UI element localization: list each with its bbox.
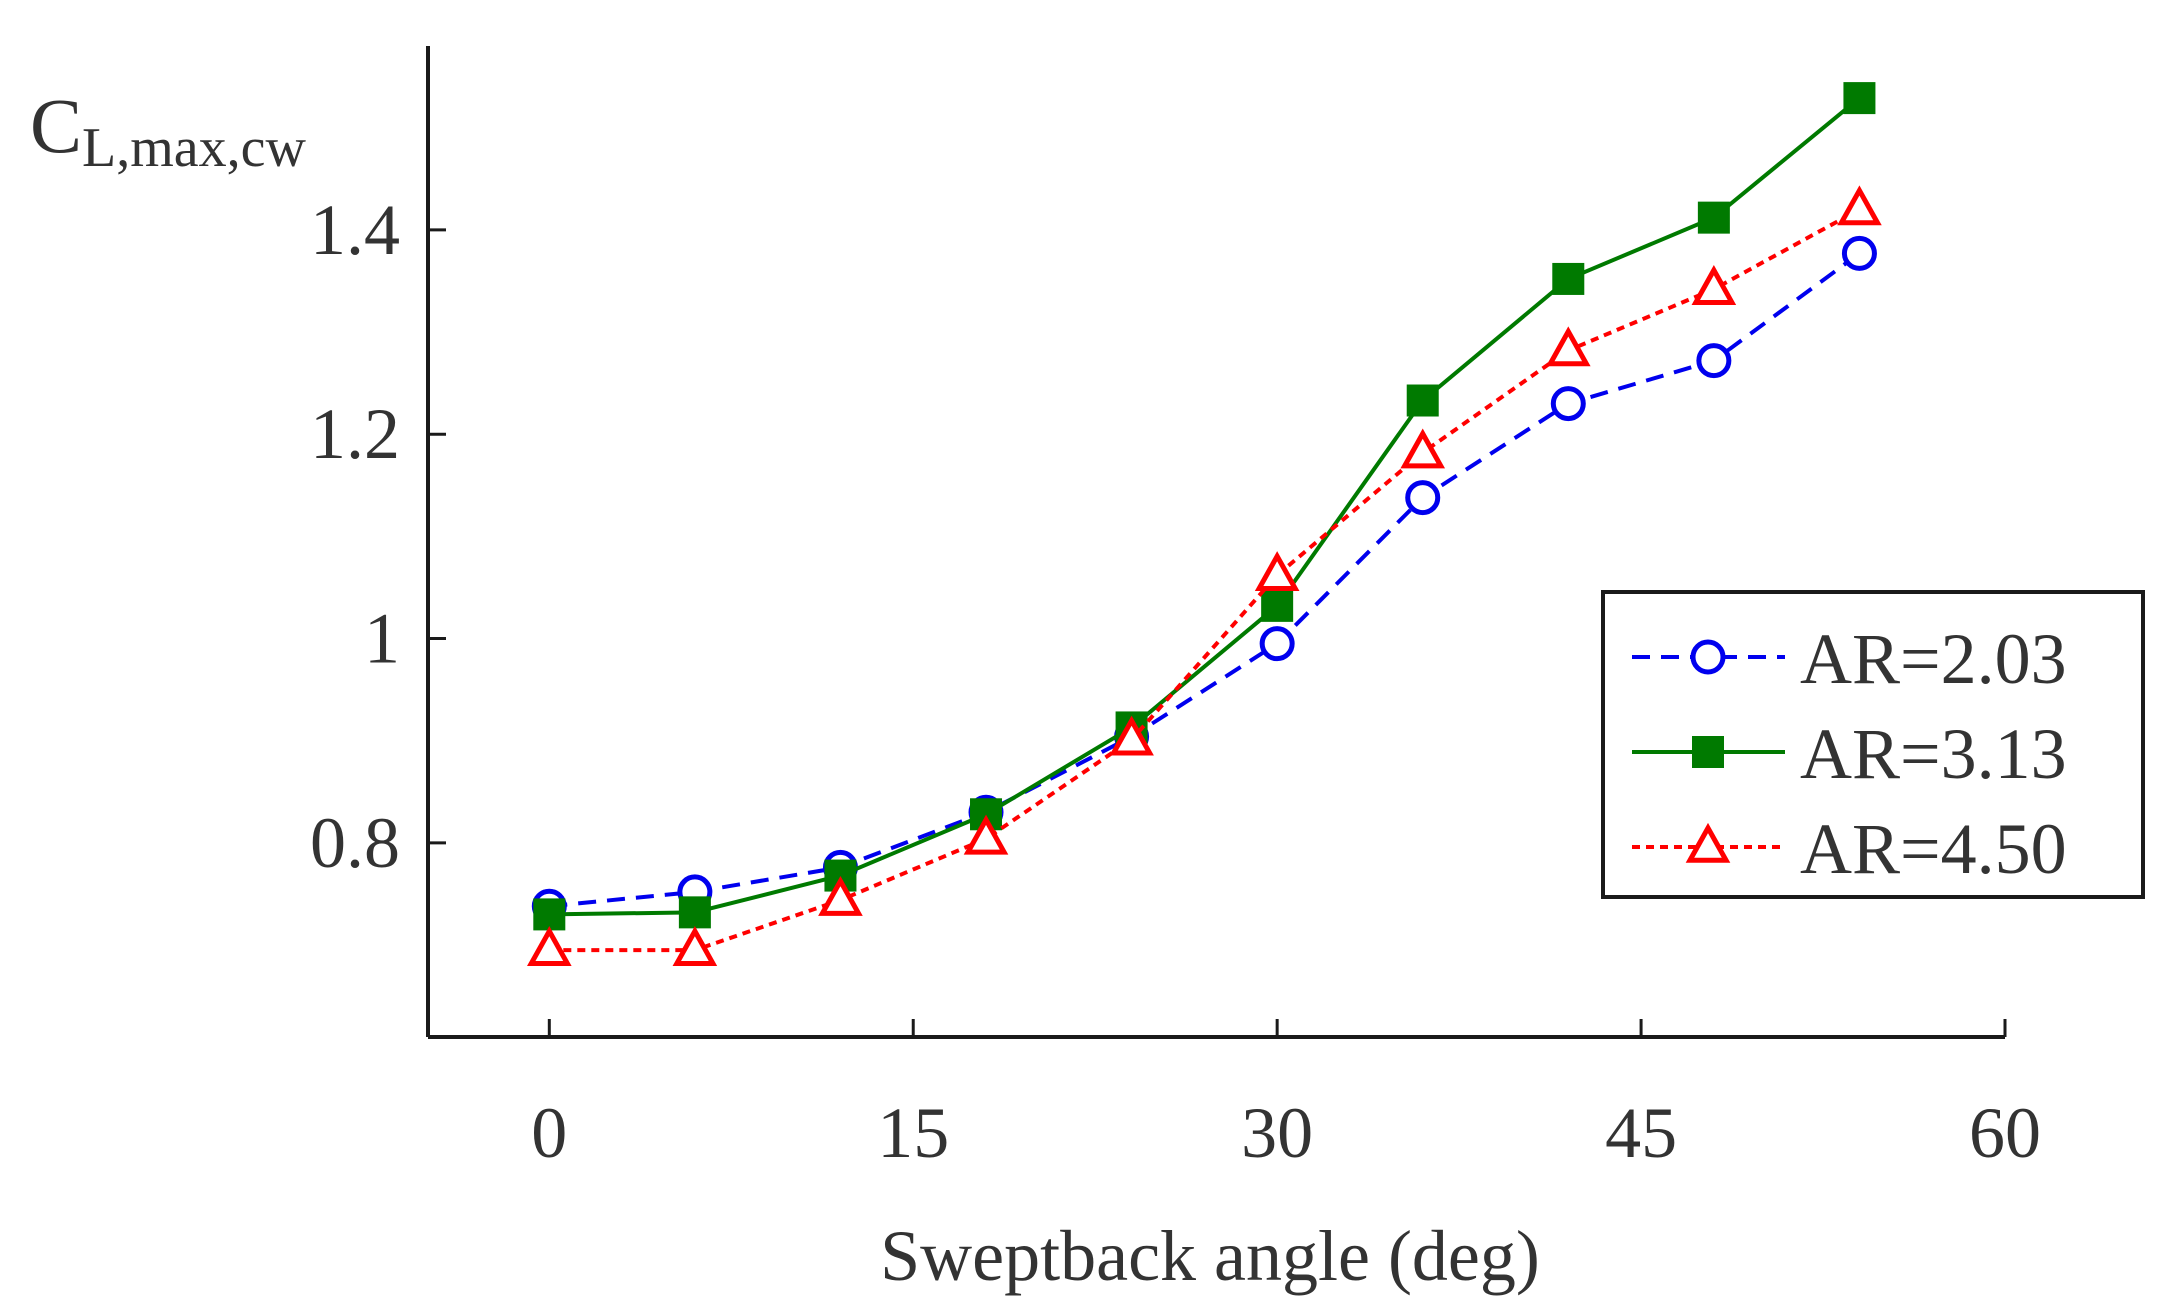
series-AR=4.50	[526, 185, 1882, 966]
legend-label: AR=3.13	[1800, 714, 2067, 794]
x-tick-label: 60	[1969, 1093, 2041, 1173]
data-point	[1109, 715, 1154, 756]
data-point	[1400, 428, 1446, 469]
data-point	[672, 926, 718, 966]
data-point	[1696, 343, 1732, 379]
data-point	[1841, 235, 1877, 271]
data-point	[1691, 265, 1737, 305]
data-point	[1254, 551, 1300, 592]
x-tick-label: 0	[531, 1093, 567, 1173]
y-tick-label: 1.4	[310, 190, 400, 270]
data-point	[1697, 201, 1730, 234]
x-tick-label: 15	[877, 1093, 949, 1173]
data-point	[1405, 480, 1441, 516]
plot-area	[526, 82, 1882, 966]
legend: AR=2.03 AR=3.13 AR=4.50	[1601, 590, 2145, 899]
data-point	[678, 896, 711, 929]
series-line	[549, 96, 1861, 917]
x-axis-label: Sweptback angle (deg)	[880, 1216, 1540, 1296]
data-point	[1259, 626, 1295, 662]
legend-label: AR=2.03	[1800, 619, 2067, 699]
data-point	[1406, 384, 1439, 417]
data-point	[526, 926, 572, 966]
y-axis-label: CL,max,cw	[30, 82, 307, 179]
legend-label: AR=4.50	[1800, 809, 2067, 889]
data-point	[1843, 82, 1876, 115]
y-axis-label-main: C	[30, 82, 82, 169]
data-point	[1261, 589, 1294, 622]
legend-entry: AR=2.03	[1632, 619, 2067, 699]
data-point	[1837, 185, 1882, 226]
y-ticks: 0.8 1 1.2 1.4	[310, 190, 446, 883]
series-line	[549, 207, 1861, 953]
y-tick-label: 1	[364, 599, 400, 679]
data-point	[1550, 386, 1586, 422]
legend-entry: AR=3.13	[1632, 714, 2067, 794]
legend-entry: AR=4.50	[1632, 809, 2067, 889]
y-tick-label: 0.8	[310, 803, 400, 883]
data-point	[533, 898, 566, 931]
legend-marker	[1692, 736, 1724, 768]
x-tick-label: 45	[1605, 1093, 1677, 1173]
legend-marker	[1690, 639, 1726, 675]
data-point	[818, 875, 863, 916]
y-tick-label: 1.2	[310, 394, 400, 474]
axes	[426, 46, 2005, 1039]
legend-marker	[1685, 822, 1731, 863]
x-tick-label: 30	[1241, 1093, 1313, 1173]
data-point	[1545, 326, 1591, 367]
data-point	[1552, 262, 1585, 295]
series-line	[549, 251, 1861, 909]
y-axis-label-subscript: L,max,cw	[82, 117, 306, 179]
x-ticks: 0 15 30 45 60	[531, 1019, 2041, 1173]
data-point	[963, 814, 1009, 855]
